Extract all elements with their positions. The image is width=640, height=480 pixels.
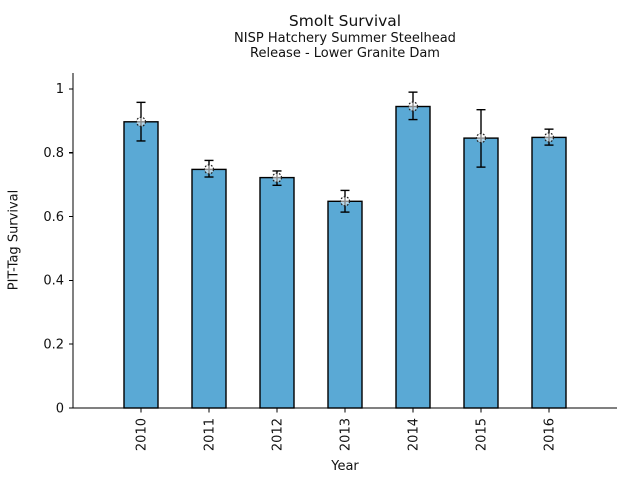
chart-subtitle-line2: Release - Lower Granite Dam — [250, 46, 440, 61]
x-tick-label: 2013 — [338, 418, 353, 451]
mean-marker — [135, 116, 147, 127]
bar-2011 — [191, 168, 227, 409]
bar-2015 — [463, 137, 499, 409]
mean-marker — [203, 164, 215, 175]
y-tick-label: 1 — [56, 82, 64, 97]
x-axis-label: Year — [331, 459, 359, 474]
x-tick-label: 2015 — [474, 418, 489, 451]
y-tick-label: 0.4 — [43, 274, 64, 289]
x-tick-label: 2012 — [270, 418, 285, 451]
x-tick-label: 2016 — [542, 418, 557, 451]
mean-marker — [271, 172, 283, 183]
bar-2014 — [395, 105, 431, 409]
y-tick-label: 0.8 — [43, 146, 64, 161]
mean-marker — [543, 132, 555, 143]
x-tick-label: 2011 — [202, 418, 217, 451]
x-tick-label: 2014 — [406, 418, 421, 451]
chart-title: Smolt Survival — [288, 12, 402, 30]
mean-marker — [407, 101, 419, 112]
error-bar-2013 — [339, 189, 351, 213]
y-tick-label: 0.6 — [43, 210, 64, 225]
chart-subtitle-line1: NISP Hatchery Summer Steelhead — [234, 31, 456, 46]
error-bar-2011 — [203, 159, 215, 178]
y-tick-label: 0.2 — [43, 337, 64, 352]
bar-2012 — [259, 176, 295, 409]
error-bar-2012 — [271, 170, 283, 187]
mean-marker — [339, 196, 351, 207]
bar-2016 — [531, 136, 567, 409]
y-axis-label: PIT-Tag Survival — [6, 189, 22, 291]
x-tick-label: 2010 — [134, 418, 149, 451]
mean-marker — [475, 132, 487, 144]
bar-2010 — [123, 121, 159, 409]
error-bar-2016 — [543, 128, 555, 146]
error-bar-2014 — [407, 91, 419, 121]
error-bar-2015 — [475, 108, 487, 168]
y-tick-label: 0 — [56, 401, 64, 416]
bar-2013 — [327, 200, 363, 409]
error-bar-2010 — [135, 101, 147, 142]
